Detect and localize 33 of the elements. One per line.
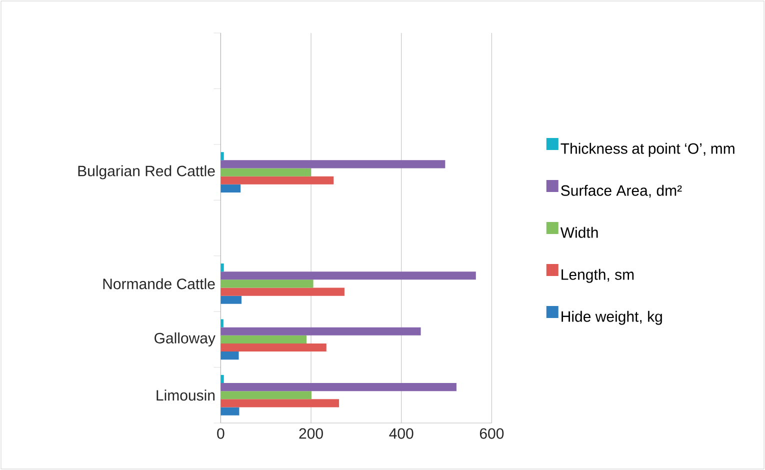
- bar: [220, 176, 334, 184]
- bar: [220, 327, 421, 336]
- bar: [220, 184, 241, 192]
- bar: [220, 152, 224, 160]
- legend-label: Surface Area, dm²: [561, 184, 682, 198]
- legend-label: Width: [560, 226, 598, 238]
- y-tick-label: Normande Cattle: [103, 278, 215, 290]
- bar: [220, 280, 314, 288]
- x-tick-label: 400: [389, 428, 414, 439]
- bar: [220, 264, 224, 272]
- bar: [220, 352, 239, 360]
- bar: [220, 383, 456, 392]
- y-tick-label: Limousin: [156, 390, 215, 401]
- bar: [220, 272, 476, 280]
- bar: [220, 296, 242, 304]
- bar: [220, 374, 224, 384]
- bar: [220, 399, 340, 408]
- x-tick-label: 200: [299, 428, 323, 439]
- legend-label: Length, sm: [562, 268, 634, 283]
- y-tick-label: Galloway: [154, 332, 216, 346]
- bar: [220, 168, 312, 176]
- bar: [220, 160, 446, 168]
- bar: [220, 407, 240, 416]
- legend-label: Hide weight, kg: [562, 310, 662, 325]
- legend-label: Thickness at point ‘O’, mm: [560, 142, 734, 157]
- y-tick-label: Bulgarian Red Cattle: [78, 165, 215, 180]
- bar: [220, 319, 224, 328]
- x-tick-label: 600: [480, 428, 504, 439]
- bar: [220, 343, 326, 352]
- x-tick-label: 0: [217, 428, 224, 439]
- bar: [220, 391, 312, 400]
- bar: [220, 335, 307, 344]
- bar: [220, 288, 344, 296]
